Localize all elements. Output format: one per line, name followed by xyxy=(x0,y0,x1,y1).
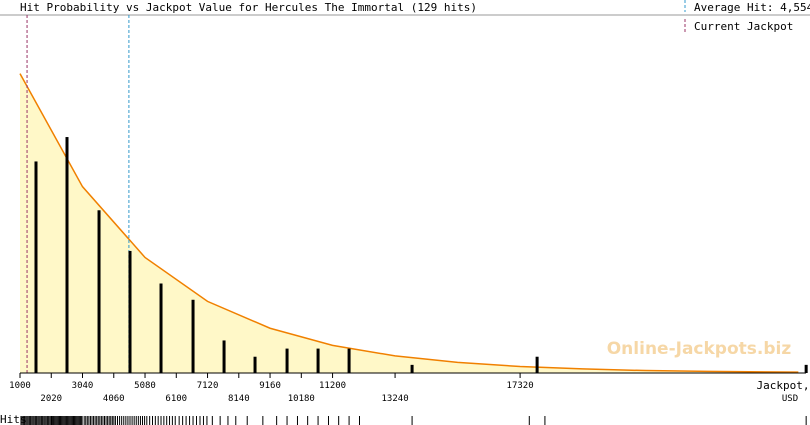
x-tick-label: 3040 xyxy=(72,381,94,391)
bar xyxy=(34,161,38,373)
fit-area xyxy=(20,73,799,373)
legend-entry: Average Hit: 4,554 xyxy=(694,1,810,14)
x-axis-unit: USD xyxy=(782,394,798,404)
x-tick-label: 10180 xyxy=(288,394,315,404)
x-tick-label: 2020 xyxy=(40,394,62,404)
bar xyxy=(159,283,163,373)
fit-curve xyxy=(19,73,799,373)
x-tick-label: 4060 xyxy=(103,394,125,404)
bar xyxy=(128,250,132,373)
x-tick-label: 13240 xyxy=(382,394,409,404)
bar xyxy=(222,340,226,373)
x-axis-label: Jackpot, xyxy=(757,379,810,392)
bar xyxy=(347,348,351,373)
x-tick-label: 8140 xyxy=(228,394,250,404)
x-tick-label: 7120 xyxy=(197,381,219,391)
bar xyxy=(65,137,69,373)
x-tick-label: 9160 xyxy=(259,381,281,391)
x-tick-label: 5080 xyxy=(134,381,156,391)
bar xyxy=(316,348,320,373)
x-tick-label: 17320 xyxy=(507,381,534,391)
x-tick-label: 1000 xyxy=(9,381,31,391)
watermark: Online-Jackpots.biz xyxy=(607,339,792,359)
chart-title: Hit Probability vs Jackpot Value for Her… xyxy=(20,1,477,14)
bar xyxy=(97,210,101,373)
legend-entry: Current Jackpot xyxy=(694,20,793,33)
bar xyxy=(191,299,195,373)
x-tick-label: 11200 xyxy=(319,381,346,391)
bar xyxy=(253,356,257,373)
bar xyxy=(804,364,808,373)
x-tick-label: 6100 xyxy=(165,394,187,404)
bar xyxy=(285,348,289,373)
rug-label: Hits xyxy=(0,413,27,425)
bar xyxy=(410,364,414,373)
bar xyxy=(535,356,539,373)
